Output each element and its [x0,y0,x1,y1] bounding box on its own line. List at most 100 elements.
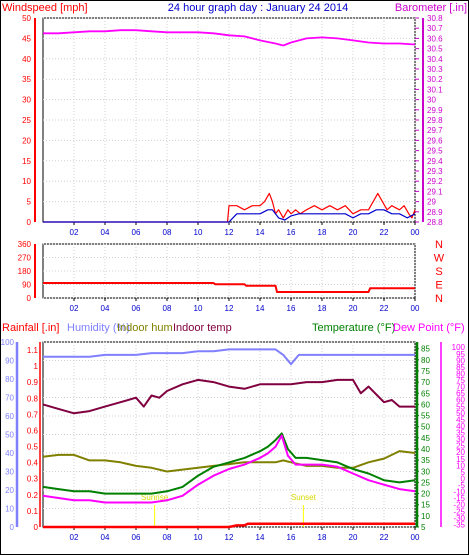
dew-point-tick-label: 75 [456,376,465,385]
wind-x-tick-label: 14 [256,228,265,237]
wind-x-tick-label: 04 [101,228,110,237]
dew-point-tick-label: 5 [461,468,466,477]
barometer-tick-label: 29.7 [427,126,443,135]
humidity-tick-label: 80 [5,375,14,384]
wind-x-tick-label: 02 [70,228,79,237]
temperature-tick-label: 5 [421,523,426,532]
temperature-tick-label: 50 [421,423,430,432]
humidity-tick-label: 60 [5,412,14,421]
direction-x-tick-label: 02 [70,304,79,313]
dew-point-tick-label: 35 [456,429,465,438]
indoor_temp-series-line [42,378,415,415]
temperature-tick-label: 25 [421,478,430,487]
dew-point-tick-label: 70 [456,383,465,392]
dew-point-tick-label: -25 [453,507,465,516]
dew-point-tick-label: 100 [452,343,466,352]
dew-point-axis-title: Dew Point (°F) [393,322,465,334]
direction-x-tick-label: 22 [380,304,389,313]
barometer-tick-label: 30.7 [427,24,443,33]
barometer-tick-label: 30.8 [427,14,443,23]
direction-x-tick-label: 00 [411,304,420,313]
windspeed-tick-label: 15 [22,157,31,166]
dew-point-tick-label: 25 [456,442,465,451]
temp-x-tick-label: 14 [256,533,265,542]
temp-x-tick-label: 08 [163,533,172,542]
temperature-tick-label: 70 [421,378,430,387]
dew-point-tick-label: 20 [456,448,465,457]
barometer-tick-label: 29.5 [427,147,443,156]
barometer-tick-label: 29.2 [427,177,443,186]
direction-x-tick-label: 16 [287,304,296,313]
windspeed-tick-label: 0 [27,218,32,227]
dew-point-tick-label: 10 [456,461,465,470]
rainfall-tick-label: 0.6 [27,426,39,435]
temp-x-tick-label: 20 [349,533,358,542]
temperature-tick-label: 80 [421,356,430,365]
compass-label: N [435,293,443,305]
direction-x-tick-label: 08 [163,304,172,313]
wind-x-tick-label: 00 [411,228,420,237]
barometer-series-line [43,29,416,47]
temp-x-tick-label: 02 [70,533,79,542]
dew-point-tick-label: -5 [458,481,466,490]
barometer-tick-label: 28.9 [427,208,443,217]
temperature-tick-label: 15 [421,501,430,510]
dew-point-tick-label: -35 [453,520,465,529]
humidity-tick-label: 50 [5,431,14,440]
dew-point-tick-label: 15 [456,455,465,464]
direction-tick-label: 180 [18,267,32,276]
dew_point-series-line [42,434,416,504]
humidity-tick-label: 100 [1,338,15,347]
dew-point-tick-label: 90 [456,356,465,365]
barometer-tick-label: 30.5 [427,45,443,54]
sunrise-annotation: Sunrise [141,493,169,502]
direction-tick-label: 270 [18,254,32,263]
direction-tick-label: 90 [22,281,31,290]
chart-title: 24 hour graph day : January 24 2014 [168,2,348,14]
dew-point-tick-label: 80 [456,369,465,378]
direction-x-tick-label: 10 [194,304,203,313]
dew-point-tick-label: -30 [453,514,465,523]
indoor-hum-label: Indoor hum [117,322,173,334]
wind-series-line [43,209,416,223]
temperature-tick-label: 55 [421,412,430,421]
compass-label: S [435,266,442,278]
sunset-annotation: Sunset [291,493,317,502]
rainfall-tick-label: 0.7 [27,410,39,419]
temperature-tick-label: 10 [421,512,430,521]
barometer-tick-label: 30.3 [427,65,443,74]
humidity-tick-label: 40 [5,449,14,458]
barometer-axis-title: Barometer [.in] [395,2,467,14]
rainfall-tick-label: 0.2 [27,491,39,500]
humidity-tick-label: 90 [5,357,14,366]
direction-x-tick-label: 12 [225,304,234,313]
windspeed-tick-label: 35 [22,75,31,84]
wind-x-tick-label: 16 [287,228,296,237]
rainfall-axis-title: Rainfall [.in] [2,322,59,334]
barometer-tick-label: 30.2 [427,75,443,84]
temperature-tick-label: 35 [421,456,430,465]
wind-x-tick-label: 18 [318,228,327,237]
temp-x-tick-label: 06 [132,533,141,542]
temperature-tick-label: 20 [421,490,430,499]
dew-point-tick-label: -20 [453,501,465,510]
wind-x-tick-label: 10 [194,228,203,237]
humidity-tick-label: 30 [5,468,14,477]
dew-point-tick-label: 95 [456,350,465,359]
dew-point-tick-label: 30 [456,435,465,444]
windspeed-tick-label: 25 [22,116,31,125]
temp-x-tick-label: 18 [318,533,327,542]
direction-x-tick-label: 14 [256,304,265,313]
temperature-tick-label: 60 [421,400,430,409]
humidity-tick-label: 0 [10,523,15,532]
barometer-tick-label: 30 [427,96,436,105]
dew-point-tick-label: 85 [456,363,465,372]
wind-x-tick-label: 12 [225,228,234,237]
humidity-tick-label: 20 [5,486,14,495]
rainfall-tick-label: 1 [34,362,39,371]
dew-point-tick-label: -15 [453,494,465,503]
dew-point-tick-label: 40 [456,422,465,431]
barometer-tick-label: 29.4 [427,157,443,166]
